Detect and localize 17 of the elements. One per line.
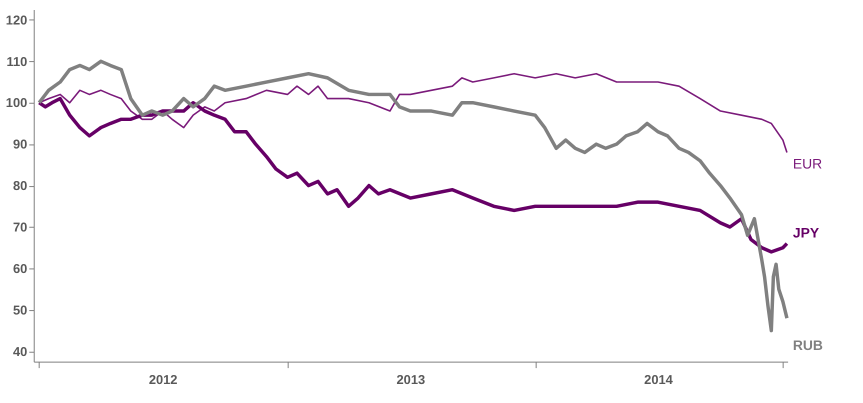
y-tick-label: 90 (12, 136, 28, 152)
y-tick-label: 120 (6, 12, 28, 28)
y-tick-label: 70 (12, 219, 28, 234)
y-tick-label: 80 (12, 178, 28, 194)
x-tick-label: 2013 (396, 372, 426, 387)
line-series (37, 96, 789, 254)
line-series (37, 60, 789, 332)
y-tick-label: 60 (12, 260, 28, 276)
y-tick-label: 40 (12, 344, 28, 359)
x-tick-label: 2014 (644, 372, 674, 387)
y-tick-label: 100 (6, 95, 28, 110)
x-tick-label: 2012 (148, 372, 178, 387)
y-tick-label: 50 (12, 302, 28, 318)
series-label: JPY (792, 224, 820, 241)
y-tick-label: 110 (6, 54, 28, 69)
series-label: EUR (792, 155, 822, 172)
series-label: RUB (792, 336, 823, 353)
